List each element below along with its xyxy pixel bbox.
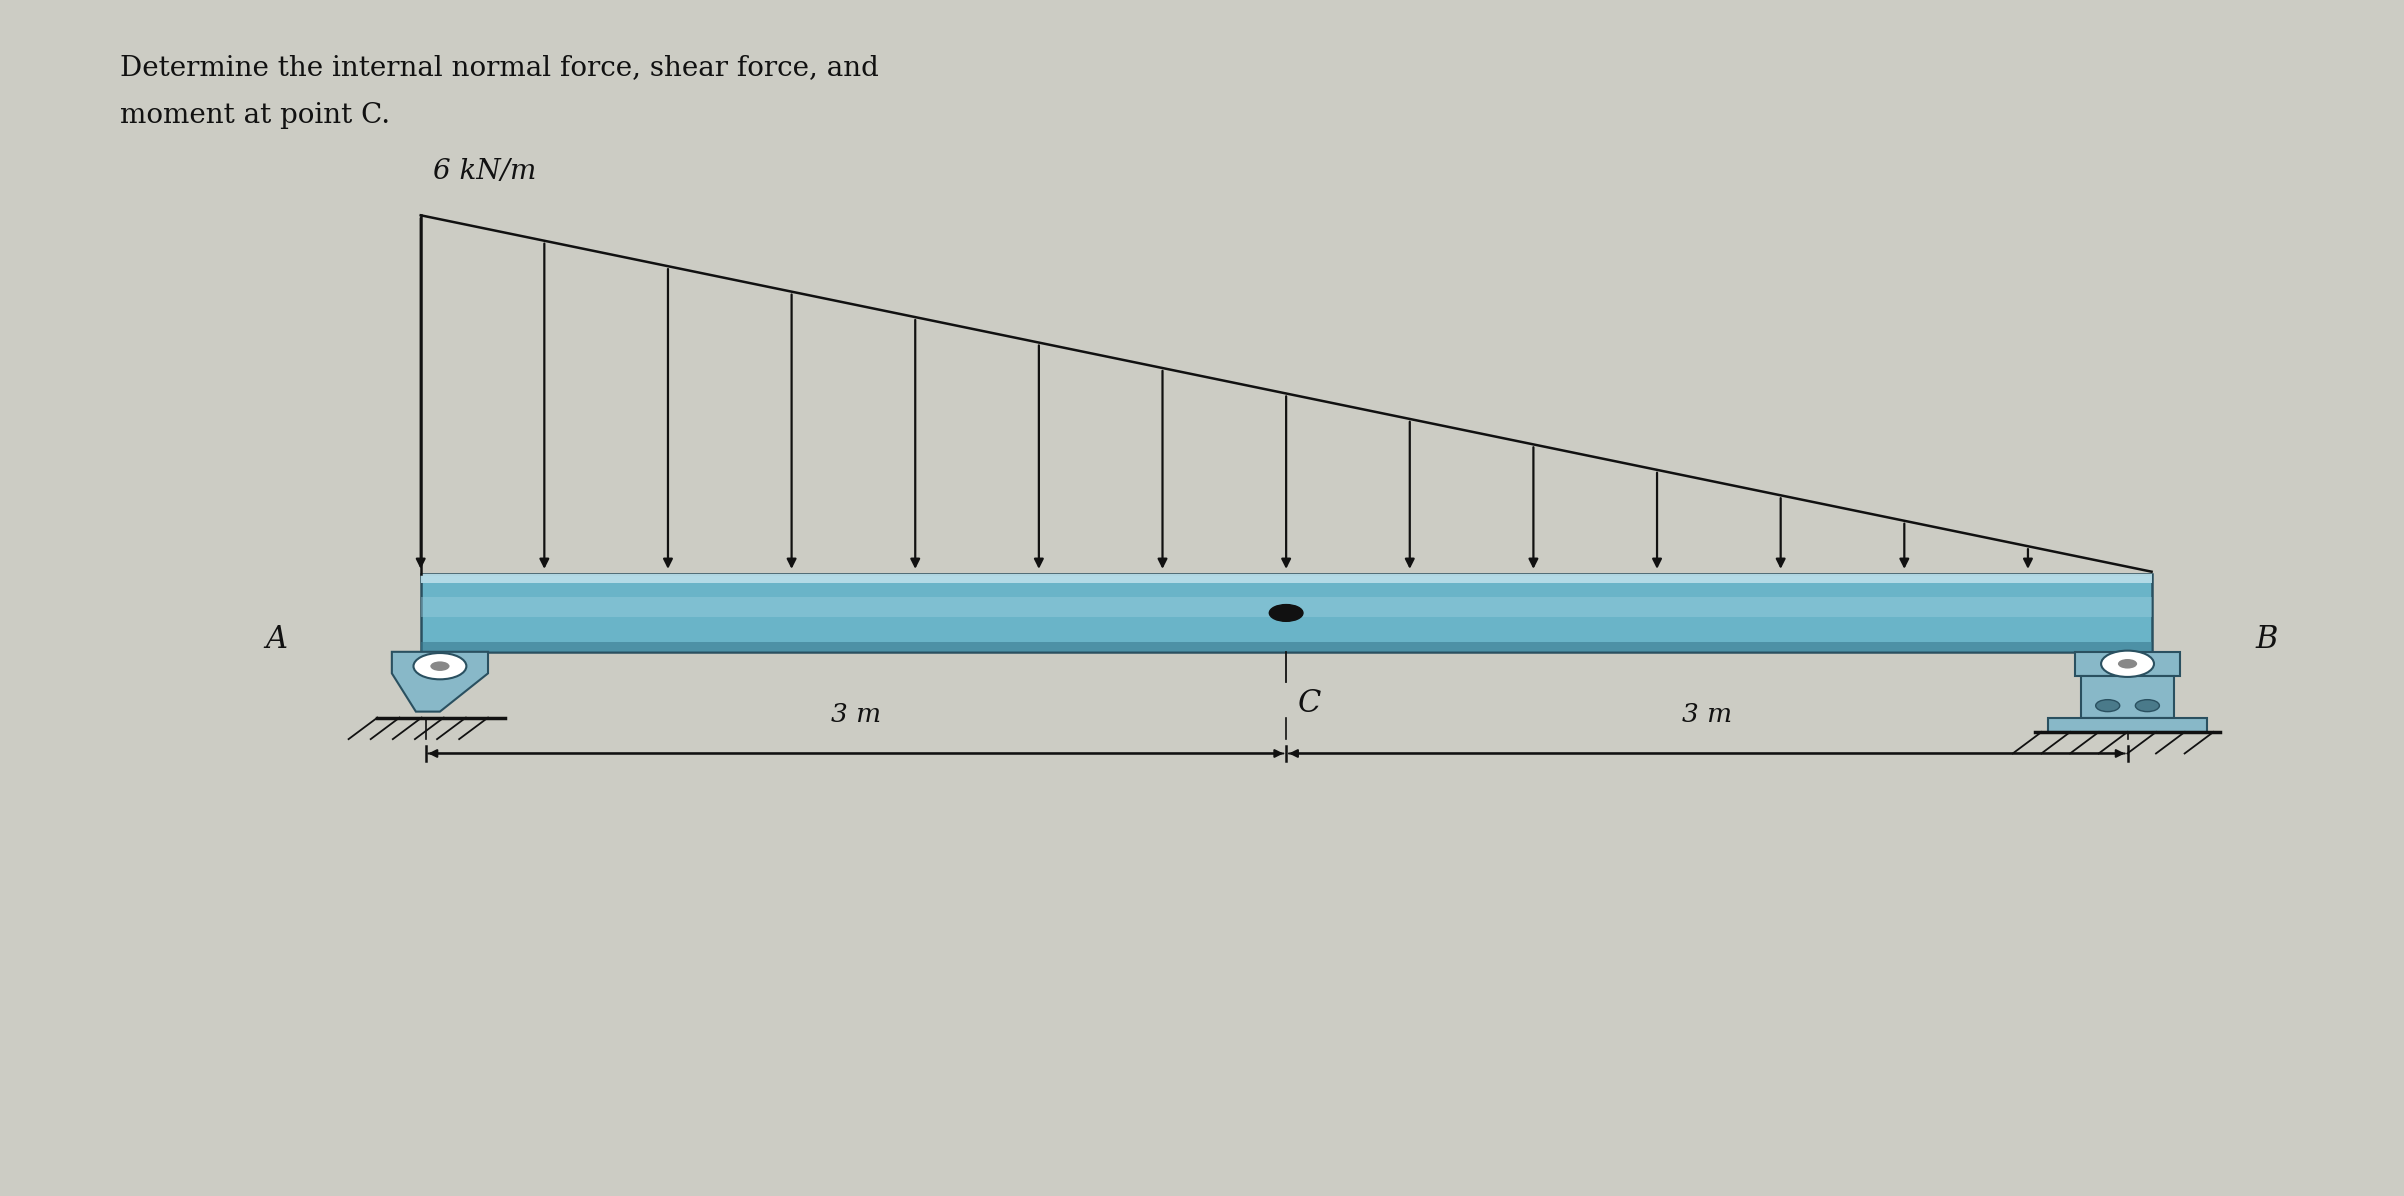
- Text: Determine the internal normal force, shear force, and: Determine the internal normal force, she…: [120, 54, 880, 81]
- Polygon shape: [392, 652, 488, 712]
- Text: A: A: [264, 624, 288, 655]
- Text: 3 m: 3 m: [1683, 702, 1731, 727]
- Polygon shape: [421, 574, 2152, 584]
- Polygon shape: [421, 642, 2152, 652]
- Circle shape: [413, 653, 466, 679]
- Polygon shape: [421, 597, 2152, 617]
- Text: 6 kN/m: 6 kN/m: [433, 158, 536, 185]
- Circle shape: [2118, 659, 2137, 669]
- Circle shape: [2096, 700, 2120, 712]
- Circle shape: [2101, 651, 2154, 677]
- Text: 3 m: 3 m: [832, 702, 880, 727]
- Polygon shape: [421, 574, 2152, 652]
- Circle shape: [430, 661, 450, 671]
- Text: moment at point C.: moment at point C.: [120, 102, 389, 129]
- Circle shape: [1269, 605, 1303, 621]
- Polygon shape: [2048, 718, 2207, 732]
- Polygon shape: [2075, 652, 2180, 676]
- Text: B: B: [2255, 624, 2279, 655]
- Circle shape: [2135, 700, 2159, 712]
- Polygon shape: [2082, 676, 2173, 718]
- Text: C: C: [1298, 688, 1322, 719]
